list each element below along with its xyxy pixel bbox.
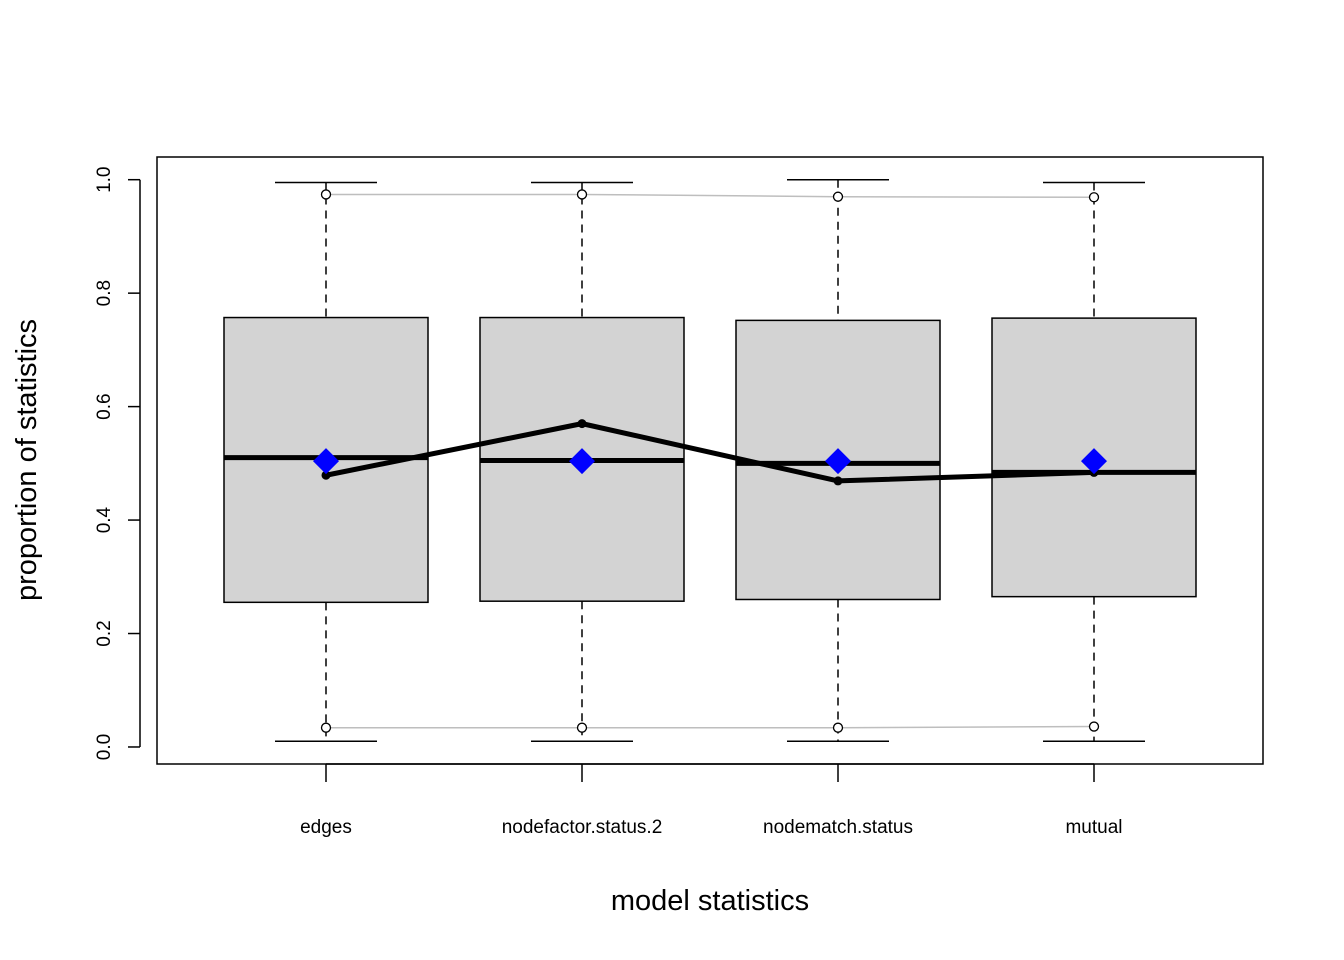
simulation-bands xyxy=(320,189,1100,733)
y-tick-label: 0.6 xyxy=(94,393,115,419)
boxes xyxy=(223,316,1197,604)
lower-band-point xyxy=(832,722,844,733)
whiskers xyxy=(275,178,1145,743)
upper-band-line xyxy=(326,193,1095,199)
observed-point xyxy=(321,470,331,480)
x-category-label: nodefactor.status.2 xyxy=(502,817,663,838)
x-axis: edges nodefactor.status.2 nodematch.status… xyxy=(300,763,1123,838)
x-category-label: nodematch.status xyxy=(763,817,913,838)
y-tick-label: 0.8 xyxy=(94,280,115,306)
lower-band-point xyxy=(320,722,332,733)
diamond-marker xyxy=(825,448,851,475)
lower-band-point xyxy=(1088,721,1100,732)
y-tick-label: 0.0 xyxy=(94,734,115,760)
diamond-marker xyxy=(1081,448,1107,475)
observed-polyline xyxy=(325,421,1095,484)
upper-band-point xyxy=(832,191,844,202)
diamond-marker xyxy=(313,448,339,475)
lower-band-line xyxy=(326,725,1095,729)
lower-band-point xyxy=(576,722,588,733)
diamond-markers xyxy=(313,448,1107,475)
y-tick-label: 0.2 xyxy=(94,620,115,646)
x-category-label: edges xyxy=(300,817,352,838)
observed-point xyxy=(833,476,843,486)
observed-line xyxy=(321,419,1099,486)
upper-band-point xyxy=(320,189,332,200)
y-tick-label: 1.0 xyxy=(94,166,115,192)
y-axis-title: proportion of statistics xyxy=(11,319,43,601)
upper-band-point xyxy=(576,189,588,200)
x-axis-title: model statistics xyxy=(611,885,809,917)
y-tick-label: 0.4 xyxy=(94,506,115,533)
y-axis: 0.0 0.2 0.4 0.6 0.8 1.0 xyxy=(94,166,141,760)
x-category-label: mutual xyxy=(1065,817,1122,838)
upper-band-point xyxy=(1088,192,1100,203)
diamond-marker xyxy=(569,448,595,475)
observed-point xyxy=(577,419,587,429)
